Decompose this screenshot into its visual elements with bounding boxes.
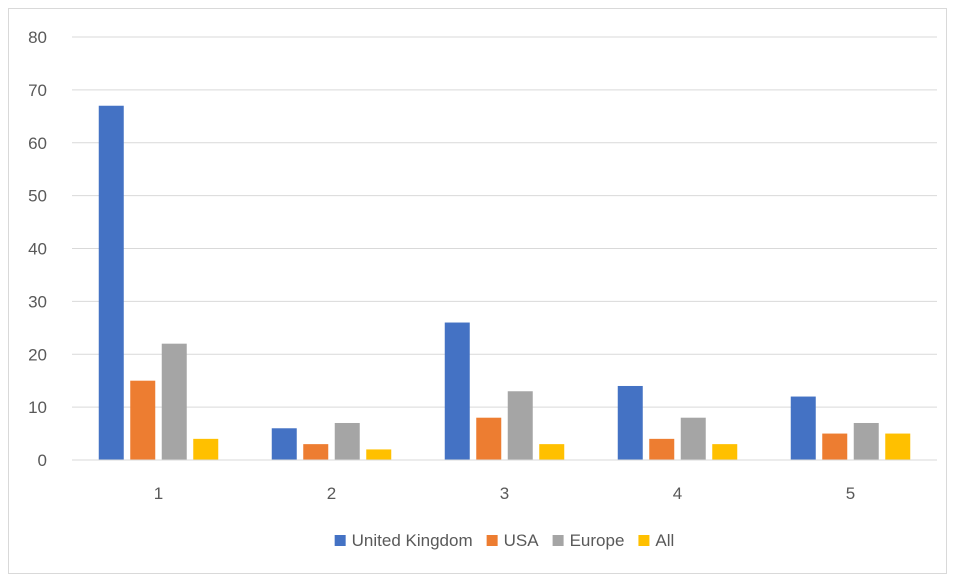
legend-swatch-all (638, 535, 650, 546)
gridlines (72, 36, 937, 408)
bar-europe-1 (161, 343, 187, 460)
bar-usa-2 (303, 444, 329, 460)
y-tick-label: 20 (28, 345, 47, 364)
bar-all-2 (366, 449, 392, 460)
bar-united-kingdom-3 (444, 322, 470, 460)
legend-label-all: All (655, 531, 674, 550)
bar-usa-3 (476, 417, 502, 460)
bar-usa-4 (649, 438, 675, 460)
bar-europe-2 (334, 422, 360, 460)
y-tick-label: 80 (28, 28, 47, 47)
y-tick-label: 40 (28, 240, 47, 259)
bar-usa-5 (822, 433, 848, 460)
x-tick-label: 1 (154, 484, 163, 503)
bar-usa-1 (130, 380, 156, 460)
x-tick-label: 3 (500, 484, 509, 503)
bar-europe-3 (507, 391, 533, 460)
y-tick-label: 30 (28, 292, 47, 311)
y-tick-label: 60 (28, 134, 47, 153)
legend-label-europe: Europe (570, 531, 625, 550)
legend-swatch-usa (486, 535, 498, 546)
bar-united-kingdom-1 (98, 105, 124, 461)
y-tick-label: 10 (28, 398, 47, 417)
y-tick-label: 50 (28, 187, 47, 206)
legend: United Kingdom USA Europe All (334, 531, 674, 550)
legend-label-usa: USA (504, 531, 540, 550)
x-tick-label: 5 (846, 484, 855, 503)
bar-united-kingdom-4 (617, 385, 643, 460)
chart-frame (8, 8, 947, 574)
bar-united-kingdom-2 (271, 428, 297, 460)
bars (98, 105, 911, 461)
bar-all-5 (885, 433, 911, 460)
bar-europe-4 (680, 417, 706, 460)
legend-label-united-kingdom: United Kingdom (352, 531, 473, 550)
x-tick-label: 2 (327, 484, 336, 503)
legend-swatch-united-kingdom (334, 535, 346, 546)
y-tick-label: 0 (38, 451, 47, 470)
bar-all-1 (193, 438, 219, 460)
axes: 0 10 20 30 40 50 60 70 80 1 2 3 4 5 (28, 28, 937, 503)
bar-all-3 (539, 444, 565, 460)
x-tick-label: 4 (673, 484, 682, 503)
bar-europe-5 (853, 422, 879, 460)
y-tick-label: 70 (28, 81, 47, 100)
legend-swatch-europe (552, 535, 564, 546)
bar-united-kingdom-5 (790, 396, 816, 460)
bar-all-4 (712, 444, 738, 460)
